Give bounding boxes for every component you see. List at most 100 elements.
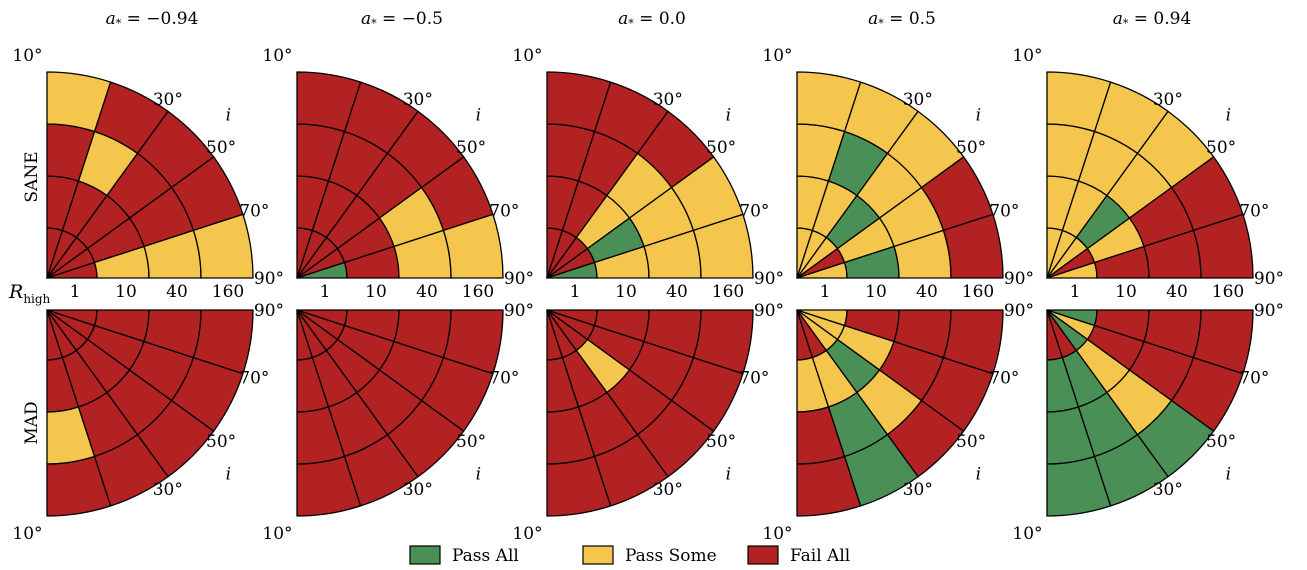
title-subscript: *: [371, 17, 377, 30]
radial-tick-label: 40: [416, 282, 438, 302]
angle-tick-label: 10°: [1012, 524, 1042, 544]
radial-tick-label: 1: [1070, 282, 1081, 302]
title-subscript: *: [628, 17, 634, 30]
radial-tick-label: 1: [820, 282, 831, 302]
angle-tick-label: 70°: [239, 368, 269, 388]
radial-tick-label: 10: [115, 282, 137, 302]
angle-tick-label: 10°: [12, 46, 42, 66]
angle-tick-label: 90°: [1004, 269, 1034, 289]
title-subscript: *: [116, 17, 122, 30]
panel-mad-4: 10° 30° 50° 70° 90° i: [1012, 301, 1284, 544]
row-label-mad: MAD: [22, 401, 42, 444]
radial-tick-label: 160: [1212, 282, 1244, 302]
angle-tick-label: 70°: [989, 368, 1019, 388]
column-title-1: a* = −0.5: [361, 9, 443, 30]
angle-tick-label: 30°: [153, 480, 183, 500]
angle-tick-label: 90°: [1004, 301, 1034, 321]
title-value: = 0.94: [1128, 9, 1191, 29]
cell-s4-r3: [942, 213, 1004, 279]
angle-tick-label: 70°: [489, 202, 519, 222]
radial-axis-label-sub: high: [23, 292, 50, 306]
panel-sane-1: 10° 30° 50° 70° 90° i 1 10 40 160: [262, 46, 534, 302]
angle-tick-label: 70°: [989, 202, 1019, 222]
angle-tick-label: 10°: [262, 524, 292, 544]
title-symbol: a: [361, 9, 371, 29]
panel-mad-3: 10° 30° 50° 70° 90° i: [762, 301, 1034, 544]
angle-tick-label: 30°: [1153, 90, 1183, 110]
radial-tick-label: 1: [570, 282, 581, 302]
title-symbol: a: [1113, 9, 1123, 29]
cell-s4-r3: [1192, 309, 1254, 375]
angle-tick-label: 50°: [206, 432, 236, 452]
radial-tick-label: 160: [462, 282, 494, 302]
cell-s4-r3: [1192, 213, 1254, 279]
column-titles: a* = −0.94 a* = −0.5 a* = 0.0 a* = 0.5 a* = …: [106, 9, 1192, 30]
angle-tick-label: 90°: [754, 301, 784, 321]
legend-label: Fail All: [790, 546, 850, 566]
angle-tick-label: 30°: [153, 90, 183, 110]
angle-tick-label: 70°: [739, 368, 769, 388]
angle-tick-label: 50°: [956, 432, 986, 452]
angle-tick-label: 50°: [706, 138, 736, 158]
panel-mad-0: 10° 30° 50° 70° 90° i: [12, 301, 284, 544]
angle-axis-label: i: [976, 464, 981, 484]
angle-tick-label: 30°: [903, 90, 933, 110]
angle-tick-label: 70°: [739, 202, 769, 222]
legend-swatch: [747, 545, 779, 565]
cell-s4-r3: [442, 213, 504, 279]
title-subscript: *: [878, 17, 884, 30]
legend-swatch: [582, 545, 614, 565]
angle-tick-label: 10°: [512, 46, 542, 66]
legend-item-F: Fail All: [747, 545, 850, 566]
panel-sane-4: 10° 30° 50° 70° 90° i 1 10 40 160: [1012, 46, 1284, 302]
cell-s4-r3: [692, 213, 754, 279]
title-subscript: *: [1123, 17, 1129, 30]
angle-axis-label: i: [226, 464, 231, 484]
legend-swatch: [409, 545, 441, 565]
radial-tick-label: 1: [70, 282, 81, 302]
panel-mad-1: 10° 30° 50° 70° 90° i: [262, 301, 534, 544]
title-value: = −0.5: [377, 9, 443, 29]
angle-axis-label: i: [1226, 464, 1231, 484]
angle-tick-label: 70°: [1239, 368, 1269, 388]
angle-tick-label: 90°: [504, 301, 534, 321]
row-label-sane: SANE: [22, 151, 42, 202]
column-title-4: a* = 0.94: [1113, 9, 1192, 30]
angle-tick-label: 30°: [403, 90, 433, 110]
cell-s4-r3: [942, 309, 1004, 375]
angle-tick-label: 90°: [1254, 301, 1284, 321]
angle-tick-label: 90°: [754, 269, 784, 289]
legend: Pass All Pass Some Fail All: [409, 545, 850, 566]
radial-tick-label: 160: [212, 282, 244, 302]
angle-tick-label: 30°: [403, 480, 433, 500]
angle-axis-label: i: [726, 106, 731, 126]
angle-axis-label: i: [226, 106, 231, 126]
angle-tick-label: 50°: [206, 138, 236, 158]
panel-sane-3: 10° 30° 50° 70° 90° i 1 10 40 160: [762, 46, 1034, 302]
column-title-2: a* = 0.0: [618, 9, 686, 30]
radial-tick-label: 10: [615, 282, 637, 302]
radial-tick-label: 10: [865, 282, 887, 302]
angle-tick-label: 10°: [12, 524, 42, 544]
radial-tick-label: 40: [916, 282, 938, 302]
cell-s4-r3: [442, 309, 504, 375]
angle-tick-label: 10°: [262, 46, 292, 66]
column-title-0: a* = −0.94: [106, 9, 199, 30]
angle-tick-label: 50°: [456, 138, 486, 158]
panel-mad-2: 10° 30° 50° 70° 90° i: [512, 301, 784, 544]
angle-tick-label: 30°: [903, 480, 933, 500]
angle-tick-label: 30°: [1153, 480, 1183, 500]
panel-sane-2: 10° 30° 50° 70° 90° i 1 10 40 160: [512, 46, 784, 302]
panels: 10° 30° 50° 70° 90° i 1 10 40 160 10° 30° 50° 70° 90° i…: [12, 46, 1284, 544]
radial-tick-label: 160: [962, 282, 994, 302]
cell-s4-r3: [192, 213, 254, 279]
legend-label: Pass All: [452, 546, 519, 566]
angle-tick-label: 70°: [239, 202, 269, 222]
legend-item-P: Pass All: [409, 545, 519, 566]
angle-axis-label: i: [476, 106, 481, 126]
angle-tick-label: 50°: [1206, 432, 1236, 452]
angle-tick-label: 90°: [254, 301, 284, 321]
title-value: = 0.0: [634, 9, 686, 29]
legend-label: Pass Some: [625, 546, 717, 566]
